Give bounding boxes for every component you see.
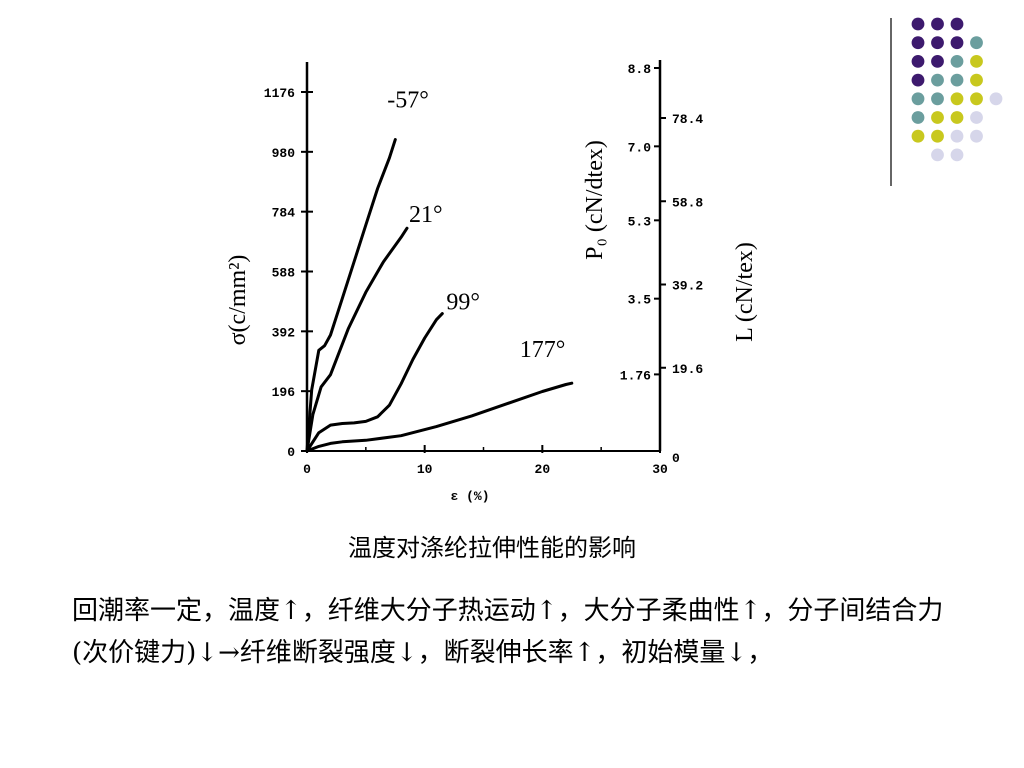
decorative-dot: [950, 36, 964, 50]
x-tick-label: 30: [652, 462, 668, 477]
y-tick-label: 392: [272, 325, 296, 340]
explanation-paragraph: 回潮率一定，温度↑，纤维大分子热运动↑，大分子柔曲性↑，分子间结合力(次价键力)…: [72, 596, 944, 668]
x-tick-label: 0: [303, 462, 311, 477]
decorative-dot: [931, 36, 944, 50]
figure-caption: 温度对涤纶拉伸性能的影响: [0, 532, 1024, 564]
series-line: [305, 381, 574, 453]
decorative-dot: [931, 55, 944, 68]
decorative-dot: [950, 55, 964, 68]
chart-axes: [301, 60, 666, 453]
y-tick-label: 784: [272, 206, 296, 221]
decorative-dot: [970, 129, 983, 143]
l-tick-label: 0: [672, 451, 680, 466]
decorative-dot: [950, 17, 964, 31]
p0-tick-label: 5.3: [628, 214, 652, 229]
decorative-dot: [911, 111, 925, 124]
x-tick-label: 20: [535, 462, 551, 477]
series-line: [305, 226, 409, 453]
y-tick-label: 1176: [264, 86, 295, 101]
decorative-dot: [911, 92, 925, 106]
l-axis-title: L (cN/tex): [732, 242, 758, 342]
decorative-dot: [931, 92, 944, 106]
series-label: -57°: [387, 88, 429, 114]
chart-curves: [305, 138, 574, 453]
decorative-dot-grid: [890, 17, 1003, 186]
stress-strain-chart: 0 196 392 588 784 980 1176 0 10 20 30 1.76 3.5 5.3 7.0…: [225, 60, 758, 504]
series-line: [305, 138, 397, 453]
x-axis-title: ε (%): [450, 489, 489, 504]
y-tick-label: 980: [272, 146, 296, 161]
l-tick-label: 19.6: [672, 362, 703, 377]
y-tick-label: 588: [272, 266, 296, 281]
x-tick-label: 10: [417, 462, 433, 477]
decorative-dot: [931, 111, 944, 124]
l-tick-label: 58.8: [672, 195, 703, 210]
y-tick-label: 0: [287, 445, 295, 460]
decorative-dot: [970, 36, 983, 50]
decorative-dot: [950, 73, 964, 87]
y-axis-title: σ(c/mm²): [225, 255, 251, 346]
decorative-dot: [931, 73, 944, 87]
decorative-dot: [950, 148, 964, 162]
series-label: 21°: [409, 202, 443, 228]
p0-tick-label: 7.0: [628, 140, 652, 155]
decorative-dot: [970, 55, 983, 68]
decorative-dot: [950, 111, 964, 124]
decorative-dot: [970, 73, 983, 87]
p0-tick-label: 8.8: [628, 62, 652, 77]
decorative-dot: [950, 129, 964, 143]
decorative-dot: [950, 92, 964, 106]
decorative-dot: [931, 17, 944, 31]
p0-tick-label: 3.5: [628, 293, 652, 308]
decorative-dot: [911, 129, 925, 143]
decorative-dot: [989, 92, 1003, 106]
decorative-dot: [911, 73, 925, 87]
decorative-dot: [911, 55, 925, 68]
decorative-dot: [911, 17, 925, 31]
decorative-dot: [911, 36, 925, 50]
chart-labels: 0 196 392 588 784 980 1176 0 10 20 30 1.76 3.5 5.3 7.0…: [225, 62, 758, 504]
series-label: 177°: [520, 337, 566, 363]
figure-caption-text: 温度对涤纶拉伸性能的影响: [348, 534, 636, 562]
series-line: [305, 312, 444, 453]
p0-tick-label: 1.76: [620, 368, 651, 383]
series-label: 99°: [446, 290, 480, 316]
y-tick-label: 196: [272, 385, 296, 400]
p0-axis-title: P₀ (cN/dtex): [582, 140, 608, 260]
l-tick-label: 78.4: [672, 112, 703, 127]
decorative-dot: [931, 148, 944, 162]
decorative-dot: [970, 92, 983, 106]
decorative-dot: [970, 111, 983, 124]
l-tick-label: 39.2: [672, 279, 703, 294]
decorative-dot: [931, 129, 944, 143]
